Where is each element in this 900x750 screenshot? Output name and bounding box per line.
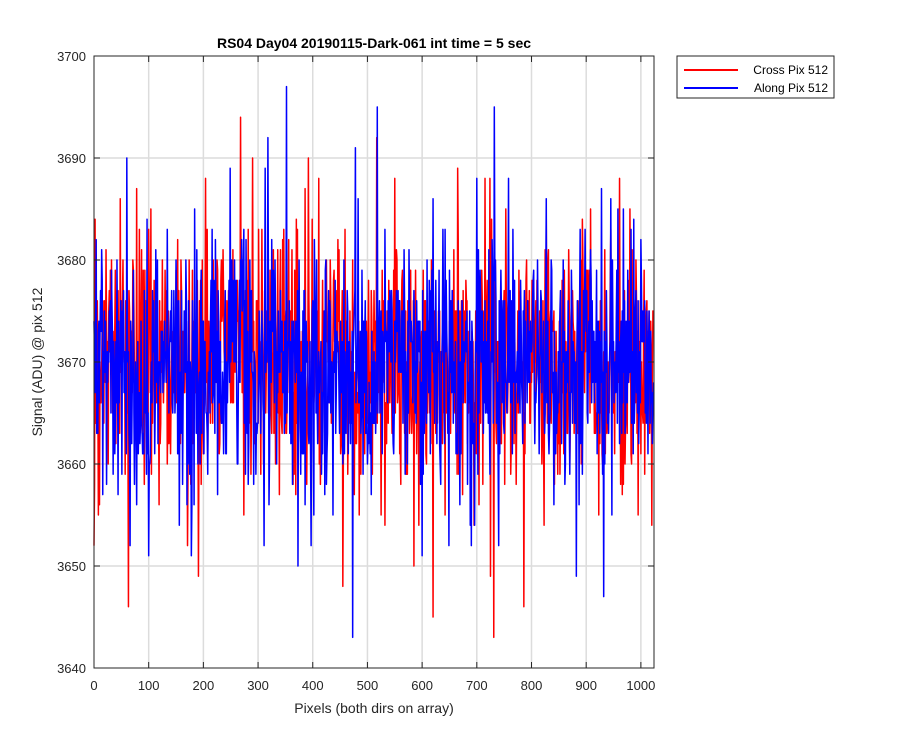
x-axis-label: Pixels (both dirs on array): [294, 700, 454, 716]
x-tick-label: 200: [193, 678, 215, 693]
x-tick-label: 700: [466, 678, 488, 693]
y-tick-label: 3670: [57, 355, 86, 370]
y-tick-label: 3640: [57, 661, 86, 676]
x-tick-label: 0: [90, 678, 97, 693]
y-tick-label: 3690: [57, 151, 86, 166]
legend-box: [676, 55, 835, 99]
ticks: 0 100 200 300 400 500 600 700 800 900 1000 3640 3650…: [57, 49, 655, 693]
x-tick-label: 300: [247, 678, 269, 693]
chart-title: RS04 Day04 20190115-Dark-061 int time = …: [217, 35, 531, 51]
legend: Cross Pix 512 Along Pix 512: [676, 55, 835, 99]
y-tick-label: 3660: [57, 457, 86, 472]
y-tick-label: 3680: [57, 253, 86, 268]
x-tick-label: 400: [302, 678, 324, 693]
x-tick-label: 800: [521, 678, 543, 693]
x-tick-label: 100: [138, 678, 160, 693]
x-tick-label: 1000: [626, 678, 655, 693]
legend-label-cross: Cross Pix 512: [753, 63, 828, 77]
series-layer: [93, 85, 655, 639]
x-tick-label: 900: [575, 678, 597, 693]
y-axis-label: Signal (ADU) @ pix 512: [29, 287, 45, 436]
legend-label-along: Along Pix 512: [754, 81, 828, 95]
y-tick-label: 3650: [57, 559, 86, 574]
x-tick-label: 600: [411, 678, 433, 693]
x-tick-label: 500: [357, 678, 379, 693]
series-line-along: [93, 85, 655, 639]
y-tick-label: 3700: [57, 49, 86, 64]
